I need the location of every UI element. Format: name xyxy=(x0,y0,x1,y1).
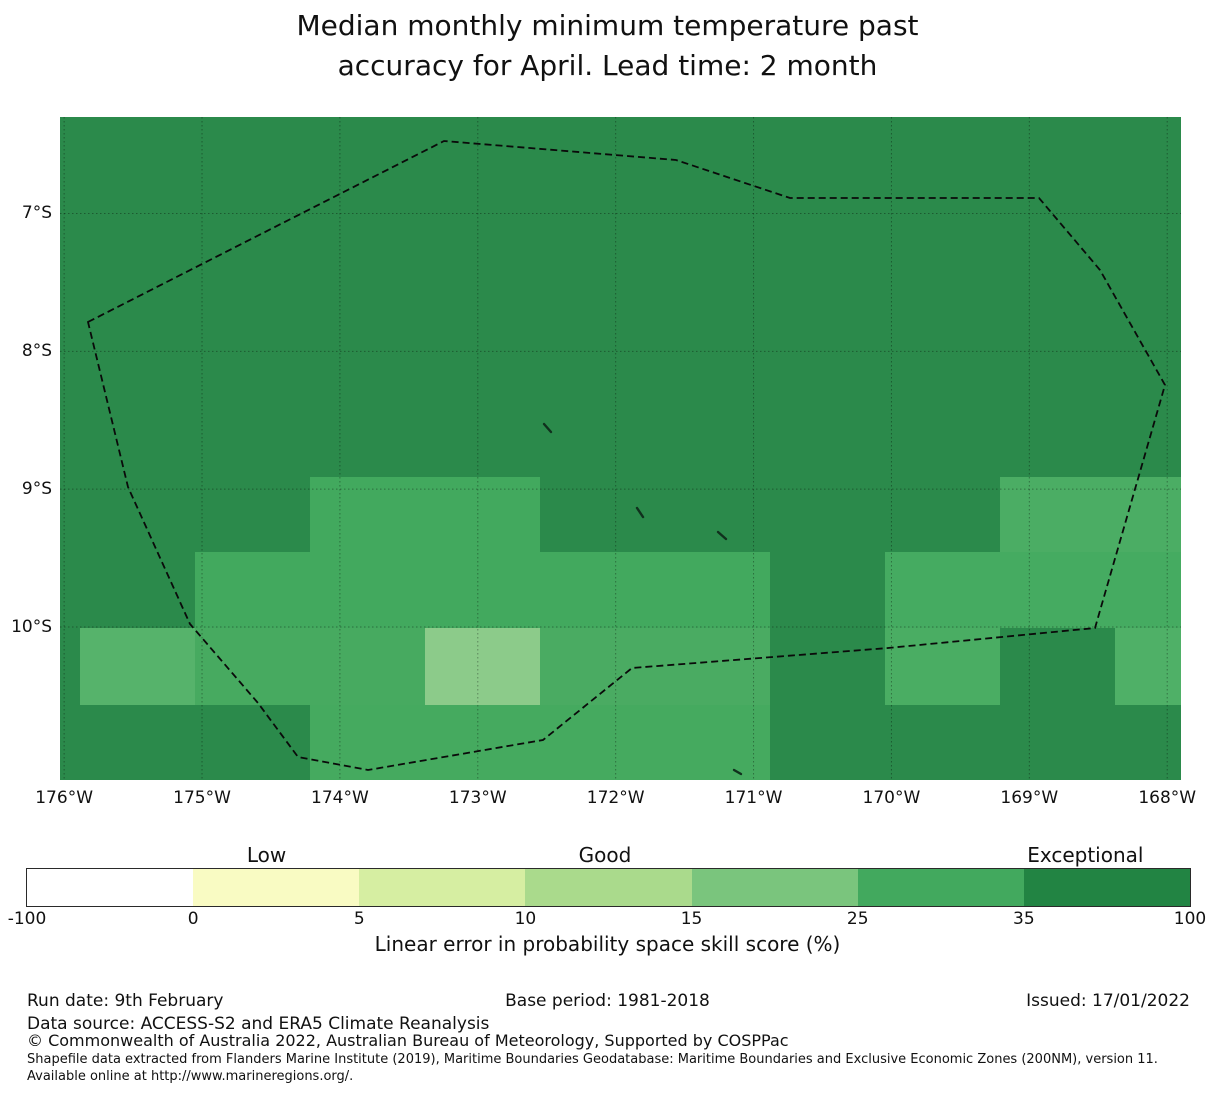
issued-date-text: Issued: 17/01/2022 xyxy=(1026,991,1190,1011)
colorbar-ticks: -100 0 5 10 15 25 35 100 xyxy=(8,909,1207,929)
chart-title-line1: Median monthly minimum temperature past xyxy=(296,9,919,42)
colorbar xyxy=(26,868,1191,907)
island-mark xyxy=(716,530,728,541)
heatmap-cell xyxy=(1000,477,1181,552)
colorbar-segment xyxy=(27,869,194,906)
data-source-text: Data source: ACCESS-S2 and ERA5 Climate … xyxy=(27,1014,490,1034)
y-tick-label: 7°S xyxy=(21,203,52,224)
y-tick-label: 8°S xyxy=(21,341,52,362)
colorbar-tick-label: 25 xyxy=(846,909,869,929)
x-tick-label: 176°W xyxy=(35,788,94,808)
heatmap-cell xyxy=(885,552,1181,628)
island-mark xyxy=(732,768,743,776)
chart-title: Median monthly minimum temperature past … xyxy=(0,6,1215,86)
colorbar-segment xyxy=(691,869,858,906)
heatmap-cell xyxy=(885,628,1000,705)
colorbar-tick-label: 10 xyxy=(514,909,537,929)
colorbar-category-label: Exceptional xyxy=(1027,843,1144,867)
heatmap-cell xyxy=(425,628,540,705)
island-mark xyxy=(635,506,645,519)
colorbar-tick-label: 0 xyxy=(187,909,199,929)
colorbar-tick-label: 100 xyxy=(1173,909,1207,929)
heatmap-cell xyxy=(1115,628,1181,705)
x-tick-label: 171°W xyxy=(724,788,783,808)
heatmap-cell xyxy=(80,628,195,705)
colorbar-category-label: Good xyxy=(578,843,632,867)
base-period-text: Base period: 1981-2018 xyxy=(505,991,710,1011)
colorbar-segment xyxy=(1023,869,1190,906)
x-tick-label: 168°W xyxy=(1138,788,1197,808)
island-mark xyxy=(542,422,553,434)
colorbar-tick-label: 5 xyxy=(353,909,365,929)
x-tick-label: 170°W xyxy=(862,788,921,808)
y-tick-label: 9°S xyxy=(21,479,52,500)
heatmap-cell xyxy=(195,552,770,628)
run-date-text: Run date: 9th February xyxy=(27,991,224,1011)
heatmap-cell xyxy=(310,477,540,552)
colorbar-category-labels: Low Good Exceptional xyxy=(27,843,1190,867)
heatmap-cell xyxy=(310,705,770,780)
colorbar-tick-label: 35 xyxy=(1013,909,1035,929)
colorbar-segment xyxy=(193,869,360,906)
heatmap-cell xyxy=(540,628,770,705)
x-tick-label: 172°W xyxy=(586,788,645,808)
map-plot-area xyxy=(60,117,1181,780)
colorbar-category-label: Low xyxy=(246,843,287,867)
x-tick-label: 174°W xyxy=(311,788,369,808)
footer-row: Run date: 9th February Base period: 1981… xyxy=(0,991,1215,1011)
shapefile-note-text: Shapefile data extracted from Flanders M… xyxy=(27,1052,1158,1084)
copyright-text: © Commonwealth of Australia 2022, Austra… xyxy=(27,1031,789,1050)
x-tick-label: 175°W xyxy=(173,788,231,808)
colorbar-axis-label: Linear error in probability space skill … xyxy=(374,932,841,956)
x-tick-label: 173°W xyxy=(448,788,507,808)
heatmap-cell xyxy=(195,628,425,705)
chart-title-line2: accuracy for April. Lead time: 2 month xyxy=(337,48,878,82)
x-tick-label: 169°W xyxy=(1000,788,1059,808)
colorbar-tick-label: -100 xyxy=(7,909,47,929)
y-tick-label: 10°S xyxy=(11,617,52,637)
colorbar-tick-label: 15 xyxy=(680,909,703,929)
colorbar-segment xyxy=(857,869,1024,906)
eez-boundary-line xyxy=(86,140,1166,771)
heatmap-svg xyxy=(60,117,1181,780)
colorbar-segment xyxy=(525,869,692,906)
colorbar-segment xyxy=(359,869,526,906)
